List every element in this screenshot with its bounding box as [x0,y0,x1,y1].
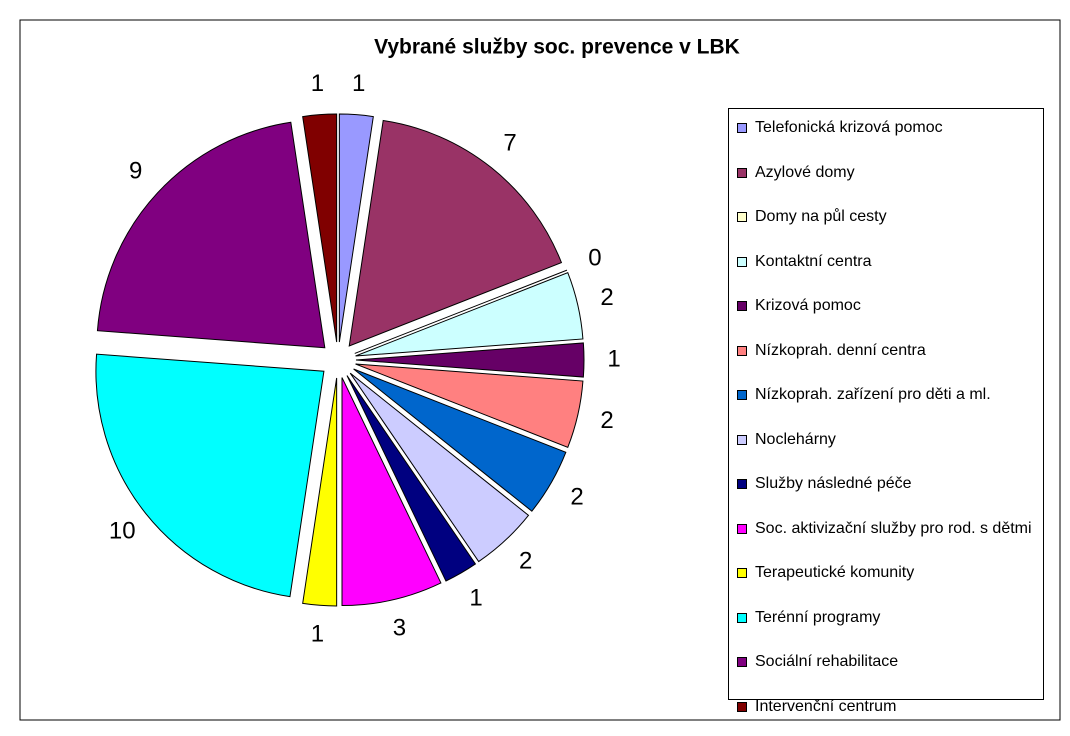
pie-slice [348,119,563,347]
legend-item: Terénní programy [737,609,1055,627]
legend-label: Intervenční centrum [755,697,897,715]
legend-label: Krizová pomoc [755,297,861,314]
pie-slice [302,113,338,343]
legend-item: Nízkoprah. zařízení pro děti a ml. [737,386,1055,404]
legend-swatch [737,523,747,534]
legend-swatch [737,256,747,267]
legend-label: Azylové domy [755,163,855,181]
data-label: 0 [588,245,601,272]
legend-label: Sociální rehabilitace [755,653,899,670]
legend-swatch [737,212,747,222]
legend-item: Noclehárny [737,431,1055,449]
data-label: 7 [503,130,516,157]
data-label: 1 [352,70,365,97]
chart-frame [19,19,1061,721]
data-label: 2 [600,407,613,434]
pie-slice [355,342,585,378]
pie-slice [353,368,567,512]
legend-swatch [737,701,747,712]
legend-swatch [737,123,747,133]
data-label: 1 [311,70,324,97]
legend-item: Kontaktní centra [737,253,1055,271]
pie-slice [355,272,584,357]
data-label: 1 [607,345,620,372]
data-label: 2 [519,548,532,575]
pie-slice [355,363,584,448]
legend-label: Nízkoprah. zařízení pro děti a ml. [755,386,991,403]
legend-label: Soc. aktivizační služby pro rod. s dětmi [755,519,1032,537]
legend-swatch [737,612,747,623]
legend-swatch [737,657,747,667]
legend-item: Sociální rehabilitace [737,653,1055,671]
pie-slice [338,113,374,343]
legend-label: Kontaktní centra [755,252,872,270]
pie-slice [346,375,477,582]
legend-swatch [737,301,747,311]
pie-slice [349,372,530,563]
legend-item: Krizová pomoc [737,297,1055,315]
legend-item: Domy na půl cesty [737,208,1055,226]
legend-swatch [737,568,747,578]
legend-swatch [737,390,747,400]
pie-slice [302,377,338,607]
legend-swatch [737,167,747,178]
legend-label: Nízkoprah. denní centra [755,341,926,359]
legend-swatch [737,345,747,356]
legend-item: Telefonická krizová pomoc [737,119,1055,137]
legend-item: Služby následné péče [737,475,1055,493]
data-label: 2 [600,284,613,311]
legend-label: Telefonická krizová pomoc [755,119,943,136]
data-label: 1 [311,621,324,648]
legend: Telefonická krizová pomoc Azylové domy Dom… [728,108,1044,715]
data-label: 2 [570,483,583,510]
legend-label: Terapeutické komunity [755,564,915,581]
legend-label: Noclehárny [755,430,836,448]
data-label: 9 [129,158,142,185]
pie-slice [95,353,325,598]
legend-label: Domy na půl cesty [755,208,887,225]
legend-item: Terapeutické komunity [737,564,1055,582]
legend-item: Soc. aktivizační služby pro rod. s dětmi [737,520,1055,538]
data-label: 10 [109,517,136,544]
legend-item: Intervenční centrum [737,698,1055,716]
chart-title: Vybrané služby soc. prevence v LBK [374,36,740,59]
pie-slice [341,377,442,607]
legend-swatch [737,434,747,445]
pie-slice [96,121,326,349]
legend-item: Nízkoprah. denní centra [737,342,1055,360]
legend-label: Služby následné péče [755,475,912,492]
legend-label: Terénní programy [755,608,881,626]
legend-swatch [737,479,747,489]
data-label: 3 [393,614,406,641]
data-label: 1 [469,584,482,611]
legend-item: Azylové domy [737,164,1055,182]
